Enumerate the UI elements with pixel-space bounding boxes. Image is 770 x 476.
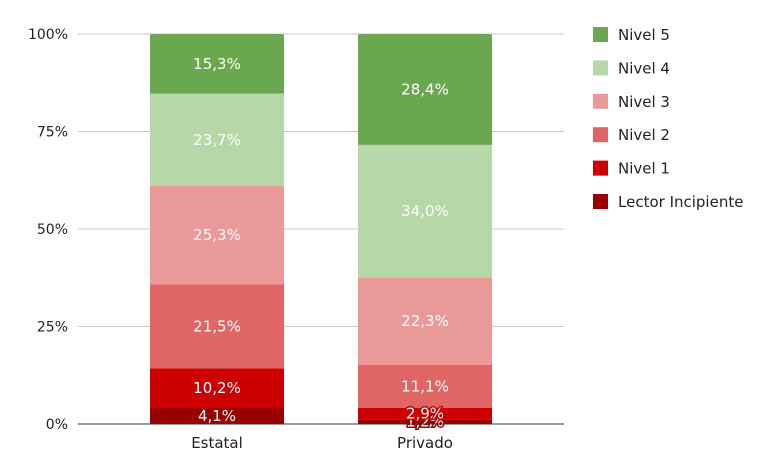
legend: Nivel 5 Nivel 4 Nivel 3 Nivel 2 Nivel 1 Lecto…	[593, 26, 743, 211]
bar-segment	[150, 34, 284, 94]
legend-label: Nivel 2	[618, 126, 670, 144]
y-tick-label: 75%	[37, 125, 68, 141]
legend-swatch	[593, 60, 608, 76]
legend-label: Nivel 1	[618, 160, 670, 178]
data-label: 25,3%	[193, 226, 241, 244]
bar-segment	[358, 144, 492, 278]
legend-label: Nivel 5	[618, 26, 670, 44]
data-label: 22,3%	[401, 312, 449, 330]
legend-label: Lector Incipiente	[618, 193, 743, 211]
data-label: 34,0%	[401, 202, 449, 220]
y-axis-ticks: 0% 25% 50% 75% 100%	[28, 27, 68, 433]
bar-segment	[150, 284, 284, 369]
x-category-label: Estatal	[191, 434, 243, 452]
bar-segment	[358, 34, 492, 145]
bar-segment	[150, 408, 284, 424]
bars	[150, 34, 492, 424]
bar-segment	[358, 407, 492, 420]
bar-segment	[358, 364, 492, 408]
data-label: 1,2%	[406, 413, 444, 431]
legend-label: Nivel 4	[618, 59, 670, 77]
y-tick-label: 50%	[37, 222, 68, 238]
bar-segment	[358, 419, 492, 424]
data-label: 23,7%	[193, 131, 241, 149]
data-label: 4,1%	[198, 407, 236, 425]
bar-segment	[150, 185, 284, 285]
bar-segment	[150, 368, 284, 409]
y-tick-label: 25%	[37, 320, 68, 336]
data-label: 21,5%	[193, 317, 241, 335]
bar-segment	[150, 93, 284, 186]
data-label: 10,2%	[193, 379, 241, 397]
legend-label: Nivel 3	[618, 93, 670, 111]
data-label: 28,4%	[401, 80, 449, 98]
y-tick-label: 0%	[46, 417, 68, 433]
bar-segment	[358, 277, 492, 365]
data-label: 2,9%	[406, 405, 444, 423]
x-category-label: Privado	[397, 434, 453, 452]
data-labels: 4,1% 10,2% 21,5% 25,3% 23,7% 15,3% 1,2%2,9% 11,…	[193, 55, 449, 432]
legend-swatch	[593, 27, 608, 42]
legend-swatch	[593, 194, 608, 209]
x-axis-categories: Estatal Privado	[191, 434, 453, 452]
data-label: 15,3%	[193, 55, 241, 73]
y-tick-label: 100%	[28, 27, 68, 43]
data-label: 11,1%	[401, 377, 449, 395]
legend-swatch	[593, 127, 608, 143]
legend-swatch	[593, 160, 608, 176]
legend-swatch	[593, 93, 608, 109]
